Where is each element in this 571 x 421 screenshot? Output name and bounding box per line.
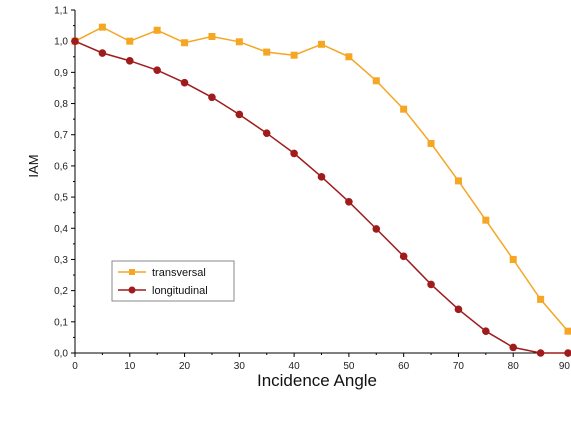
data-point-longitudinal [509,343,518,352]
data-point-transversal [98,23,106,31]
legend-item-longitudinal: longitudinal [118,285,208,297]
y-tick-label: 0,0 [54,349,68,360]
y-tick-label: 0,9 [54,68,68,79]
legend-longitudinal-marker [128,286,136,294]
x-ticks: 0 10 20 30 40 50 60 70 80 90 [72,353,570,372]
data-point-transversal [482,216,490,224]
data-point-longitudinal [317,173,326,181]
legend: transversal longitudinal [111,260,235,302]
data-point-transversal [537,295,545,303]
x-tick-label: 50 [343,361,355,372]
data-point-transversal [318,40,325,48]
y-ticks: 0,0 0,1 0,2 0,3 0,4 0,5 0,6 0,7 0,8 0,9 1,0 1,1 [54,6,75,360]
x-tick-label: 60 [398,361,410,372]
data-point-transversal [400,105,408,113]
data-point-transversal [153,26,161,34]
data-point-longitudinal [71,37,79,45]
legend-transversal-marker [129,269,135,275]
data-point-transversal [181,39,189,47]
legend-longitudinal-label: longitudinal [152,285,208,297]
x-tick-label: 40 [289,361,301,372]
y-tick-label: 1,0 [54,37,68,48]
data-point-transversal [208,33,216,41]
y-tick-label: 0,2 [54,286,68,297]
data-point-longitudinal [536,349,545,357]
y-tick-label: 0,7 [54,130,68,141]
x-tick-label: 10 [124,361,136,372]
data-point-longitudinal [98,49,107,57]
x-tick-label: 0 [72,361,78,372]
series-line-longitudinal [74,40,568,354]
x-tick-label: 70 [453,361,465,372]
data-point-longitudinal [180,78,189,87]
x-tick-label: 80 [508,361,520,372]
data-point-longitudinal [235,110,244,119]
plot-area: 0,0 0,1 0,2 0,3 0,4 0,5 0,6 0,7 0,8 0,9 1,0 1,1 0 10… [54,6,571,372]
y-tick-label: 0,6 [54,161,68,172]
data-point-transversal [454,177,462,185]
data-point-longitudinal [454,305,463,314]
data-point-longitudinal [208,93,216,102]
data-point-longitudinal [153,66,161,74]
data-point-transversal [372,77,380,85]
legend-transversal-label: transversal [152,267,206,279]
y-tick-label: 0,3 [54,255,68,266]
x-axis-label: Incidence Angle [257,371,377,390]
data-point-longitudinal [345,197,353,206]
data-point-transversal [263,48,271,56]
data-point-transversal [509,255,517,263]
series-layer [71,23,571,357]
legend-box [111,260,235,302]
x-tick-label: 30 [234,361,246,372]
data-point-longitudinal [262,129,271,137]
data-point-longitudinal [372,225,381,233]
y-axis-label: IAM [26,154,41,177]
data-point-longitudinal [482,327,490,335]
legend-item-transversal: transversal [118,267,206,279]
y-tick-label: 0,4 [54,224,68,235]
data-point-transversal [427,139,435,147]
data-point-longitudinal [399,252,408,261]
data-point-longitudinal [564,349,571,357]
data-point-transversal [290,51,298,59]
data-point-transversal [235,38,243,46]
data-point-transversal [345,53,353,61]
x-tick-label: 20 [179,361,191,372]
data-point-longitudinal [125,57,134,65]
x-tick-label: 90 [559,361,571,372]
data-point-transversal [126,37,134,45]
y-tick-label: 1,1 [54,6,68,17]
data-point-transversal [564,327,571,335]
y-tick-label: 0,5 [54,193,68,204]
y-tick-label: 0,1 [54,317,68,328]
data-point-longitudinal [427,280,435,289]
data-point-longitudinal [290,149,298,158]
y-tick-label: 0,8 [54,99,68,110]
